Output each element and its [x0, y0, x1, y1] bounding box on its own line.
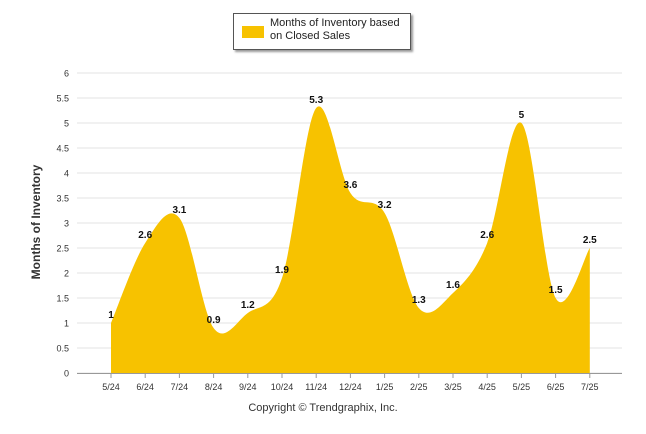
x-tick-label: 2/25 — [410, 382, 428, 392]
data-label: 3.1 — [172, 205, 186, 216]
x-tick-label: 9/24 — [239, 382, 257, 392]
legend: Months of Inventory based on Closed Sale… — [233, 13, 411, 50]
legend-label-line2: on Closed Sales — [270, 30, 351, 42]
y-tick-label: 3.5 — [56, 194, 69, 204]
x-tick-label: 6/24 — [136, 382, 154, 392]
x-tick-label: 3/25 — [444, 382, 462, 392]
data-label: 2.6 — [138, 230, 152, 241]
data-label: 3.2 — [378, 200, 392, 211]
legend-label-line1: Months of Inventory based — [270, 17, 400, 29]
x-tick-label: 7/24 — [171, 382, 189, 392]
x-tick-label: 5/24 — [102, 382, 120, 392]
y-tick-label: 5.5 — [56, 94, 69, 104]
x-tick-label: 5/25 — [513, 382, 531, 392]
y-axis-ticks: 0 0.5 1 1.5 2 2.5 3 3.5 4 4.5 5 5.5 6 — [56, 69, 69, 379]
data-label: 2.5 — [583, 235, 597, 246]
copyright-text: Copyright © Trendgraphix, Inc. — [248, 402, 398, 414]
y-tick-label: 4 — [64, 169, 69, 179]
x-tick-label: 6/25 — [547, 382, 565, 392]
data-label: 5.3 — [309, 95, 323, 106]
y-tick-label: 2 — [64, 269, 69, 279]
data-label: 2.6 — [480, 230, 494, 241]
x-tick-label: 1/25 — [376, 382, 394, 392]
series-area-fill — [111, 106, 590, 373]
data-label: 1.9 — [275, 265, 289, 276]
x-axis: 5/24 6/24 7/24 8/24 9/24 10/24 11/24 12/24 1/25 2… — [77, 373, 622, 392]
legend-swatch — [242, 26, 264, 38]
legend-label: Months of Inventory based on Closed Sale… — [270, 17, 410, 43]
y-tick-label: 0 — [64, 369, 69, 379]
data-label: 5 — [519, 110, 525, 121]
y-axis-title: Months of Inventory — [29, 164, 43, 280]
x-tick-label: 4/25 — [478, 382, 496, 392]
data-label: 0.9 — [207, 315, 221, 326]
y-tick-label: 0.5 — [56, 344, 69, 354]
data-label: 1.3 — [412, 295, 426, 306]
x-tick-label: 8/24 — [205, 382, 223, 392]
y-tick-label: 1.5 — [56, 294, 69, 304]
x-tick-label: 10/24 — [271, 382, 294, 392]
y-tick-label: 3 — [64, 219, 69, 229]
y-tick-label: 5 — [64, 119, 69, 129]
y-tick-label: 2.5 — [56, 244, 69, 254]
data-label: 3.6 — [343, 180, 357, 191]
x-tick-label: 7/25 — [581, 382, 599, 392]
y-tick-label: 4.5 — [56, 144, 69, 154]
y-tick-label: 1 — [64, 319, 69, 329]
data-label: 1.5 — [549, 285, 563, 296]
data-label: 1.2 — [241, 300, 255, 311]
data-labels: 1 2.6 3.1 0.9 1.2 1.9 5.3 3.6 3.2 1.3 1.6 2.6 5 1.5 2.… — [108, 95, 597, 326]
data-label: 1 — [108, 310, 114, 321]
y-tick-label: 6 — [64, 69, 69, 79]
x-tick-label: 11/24 — [305, 382, 327, 392]
data-label: 1.6 — [446, 280, 460, 291]
x-tick-label: 12/24 — [339, 382, 362, 392]
series-area — [111, 106, 590, 373]
